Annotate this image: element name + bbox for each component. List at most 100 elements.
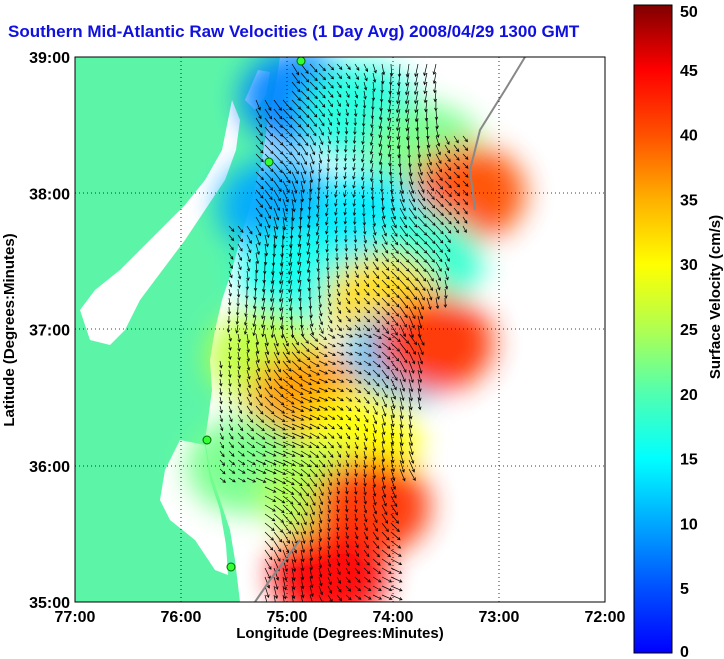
velocity-arrow (255, 360, 261, 372)
velocity-arrow (318, 405, 329, 411)
velocity-arrow (246, 234, 252, 244)
velocity-arrow (264, 441, 277, 448)
velocity-arrow (372, 333, 382, 339)
velocity-arrow (435, 279, 441, 291)
velocity-arrow (228, 225, 235, 232)
velocity-arrow (228, 270, 233, 279)
velocity-arrow (288, 279, 293, 294)
velocity-arrow (363, 369, 372, 376)
velocity-arrow (354, 594, 362, 600)
velocity-arrow (408, 405, 413, 420)
velocity-arrow (228, 261, 233, 270)
velocity-arrow (228, 360, 232, 369)
velocity-arrow (219, 450, 225, 458)
velocity-arrow (399, 225, 408, 237)
velocity-arrow (435, 153, 442, 164)
velocity-arrow (264, 216, 271, 229)
velocity-arrow (453, 225, 459, 234)
velocity-arrow (417, 243, 428, 254)
velocity-arrow (336, 468, 341, 477)
velocity-arrow (372, 405, 378, 416)
velocity-arrow (300, 342, 310, 353)
velocity-arrow (435, 144, 441, 156)
velocity-arrow (372, 432, 377, 443)
velocity-arrow (396, 126, 401, 141)
velocity-arrow (255, 99, 261, 111)
velocity-arrow (327, 486, 332, 496)
velocity-arrow (235, 315, 240, 325)
velocity-arrow (372, 549, 381, 558)
velocity-arrow (300, 99, 310, 110)
velocity-arrow (291, 135, 301, 147)
velocity-arrow (318, 126, 324, 136)
velocity-arrow (227, 306, 232, 316)
velocity-arrow (423, 63, 428, 77)
velocity-arrow (309, 522, 314, 534)
velocity-arrow (273, 342, 280, 356)
velocity-arrow (273, 549, 281, 562)
velocity-arrow (236, 297, 240, 307)
velocity-arrow (336, 459, 341, 468)
velocity-arrow (309, 477, 318, 487)
velocity-arrow (273, 162, 283, 174)
velocity-arrow (369, 135, 374, 146)
velocity-arrow (291, 576, 296, 591)
velocity-arrow (352, 135, 357, 145)
velocity-arrow (363, 441, 368, 451)
velocity-arrow (408, 180, 415, 194)
velocity-arrow (316, 261, 320, 272)
velocity-arrow (390, 288, 400, 299)
velocity-arrow (334, 234, 339, 243)
velocity-arrow (399, 207, 407, 220)
velocity-arrow (291, 198, 296, 213)
chesapeake-bay (80, 100, 240, 345)
velocity-arrow (354, 486, 358, 495)
velocity-arrow (363, 414, 369, 423)
velocity-arrow (417, 216, 427, 227)
velocity-arrow (309, 351, 320, 359)
velocity-arrow (291, 495, 302, 506)
velocity-arrow (396, 90, 401, 105)
velocity-arrow (291, 369, 303, 379)
velocity-arrow (282, 495, 294, 505)
velocity-arrow (318, 333, 327, 341)
velocity-arrow (253, 279, 258, 292)
velocity-arrow (300, 396, 313, 403)
velocity-arrow (390, 396, 396, 410)
velocity-arrow (370, 171, 374, 183)
colorbar-tick-label: 30 (680, 257, 698, 274)
velocity-arrow (363, 225, 367, 235)
velocity-arrow (228, 405, 233, 414)
velocity-arrow (264, 369, 272, 382)
velocity-arrow (353, 108, 358, 118)
velocity-arrow (381, 261, 390, 271)
velocity-arrow (381, 423, 386, 436)
velocity-arrow (228, 396, 233, 405)
velocity-arrow (426, 288, 433, 301)
velocity-arrow (318, 495, 324, 506)
velocity-arrow (381, 558, 392, 566)
velocity-arrow (273, 594, 276, 602)
velocity-arrow (318, 504, 323, 515)
velocity-arrow (291, 171, 299, 185)
velocity-arrow (255, 387, 262, 398)
velocity-arrow (354, 576, 361, 583)
velocity-arrow (443, 297, 448, 308)
velocity-arrow (336, 585, 342, 593)
velocity-arrow (327, 477, 332, 487)
velocity-arrow (372, 486, 377, 497)
velocity-arrow (405, 81, 410, 96)
velocity-arrow (381, 432, 386, 445)
velocity-arrow (462, 144, 469, 152)
velocity-arrow (345, 531, 349, 540)
velocity-arrow (444, 162, 452, 171)
velocity-arrow (273, 450, 287, 457)
velocity-arrow (282, 171, 291, 184)
velocity-arrow (264, 108, 273, 120)
velocity-arrow (291, 81, 301, 93)
velocity-arrow (315, 243, 320, 254)
velocity-arrow (264, 486, 277, 493)
velocity-arrow (300, 495, 309, 507)
colorbar-tick-label: 40 (680, 128, 698, 145)
velocity-arrow (219, 423, 224, 432)
